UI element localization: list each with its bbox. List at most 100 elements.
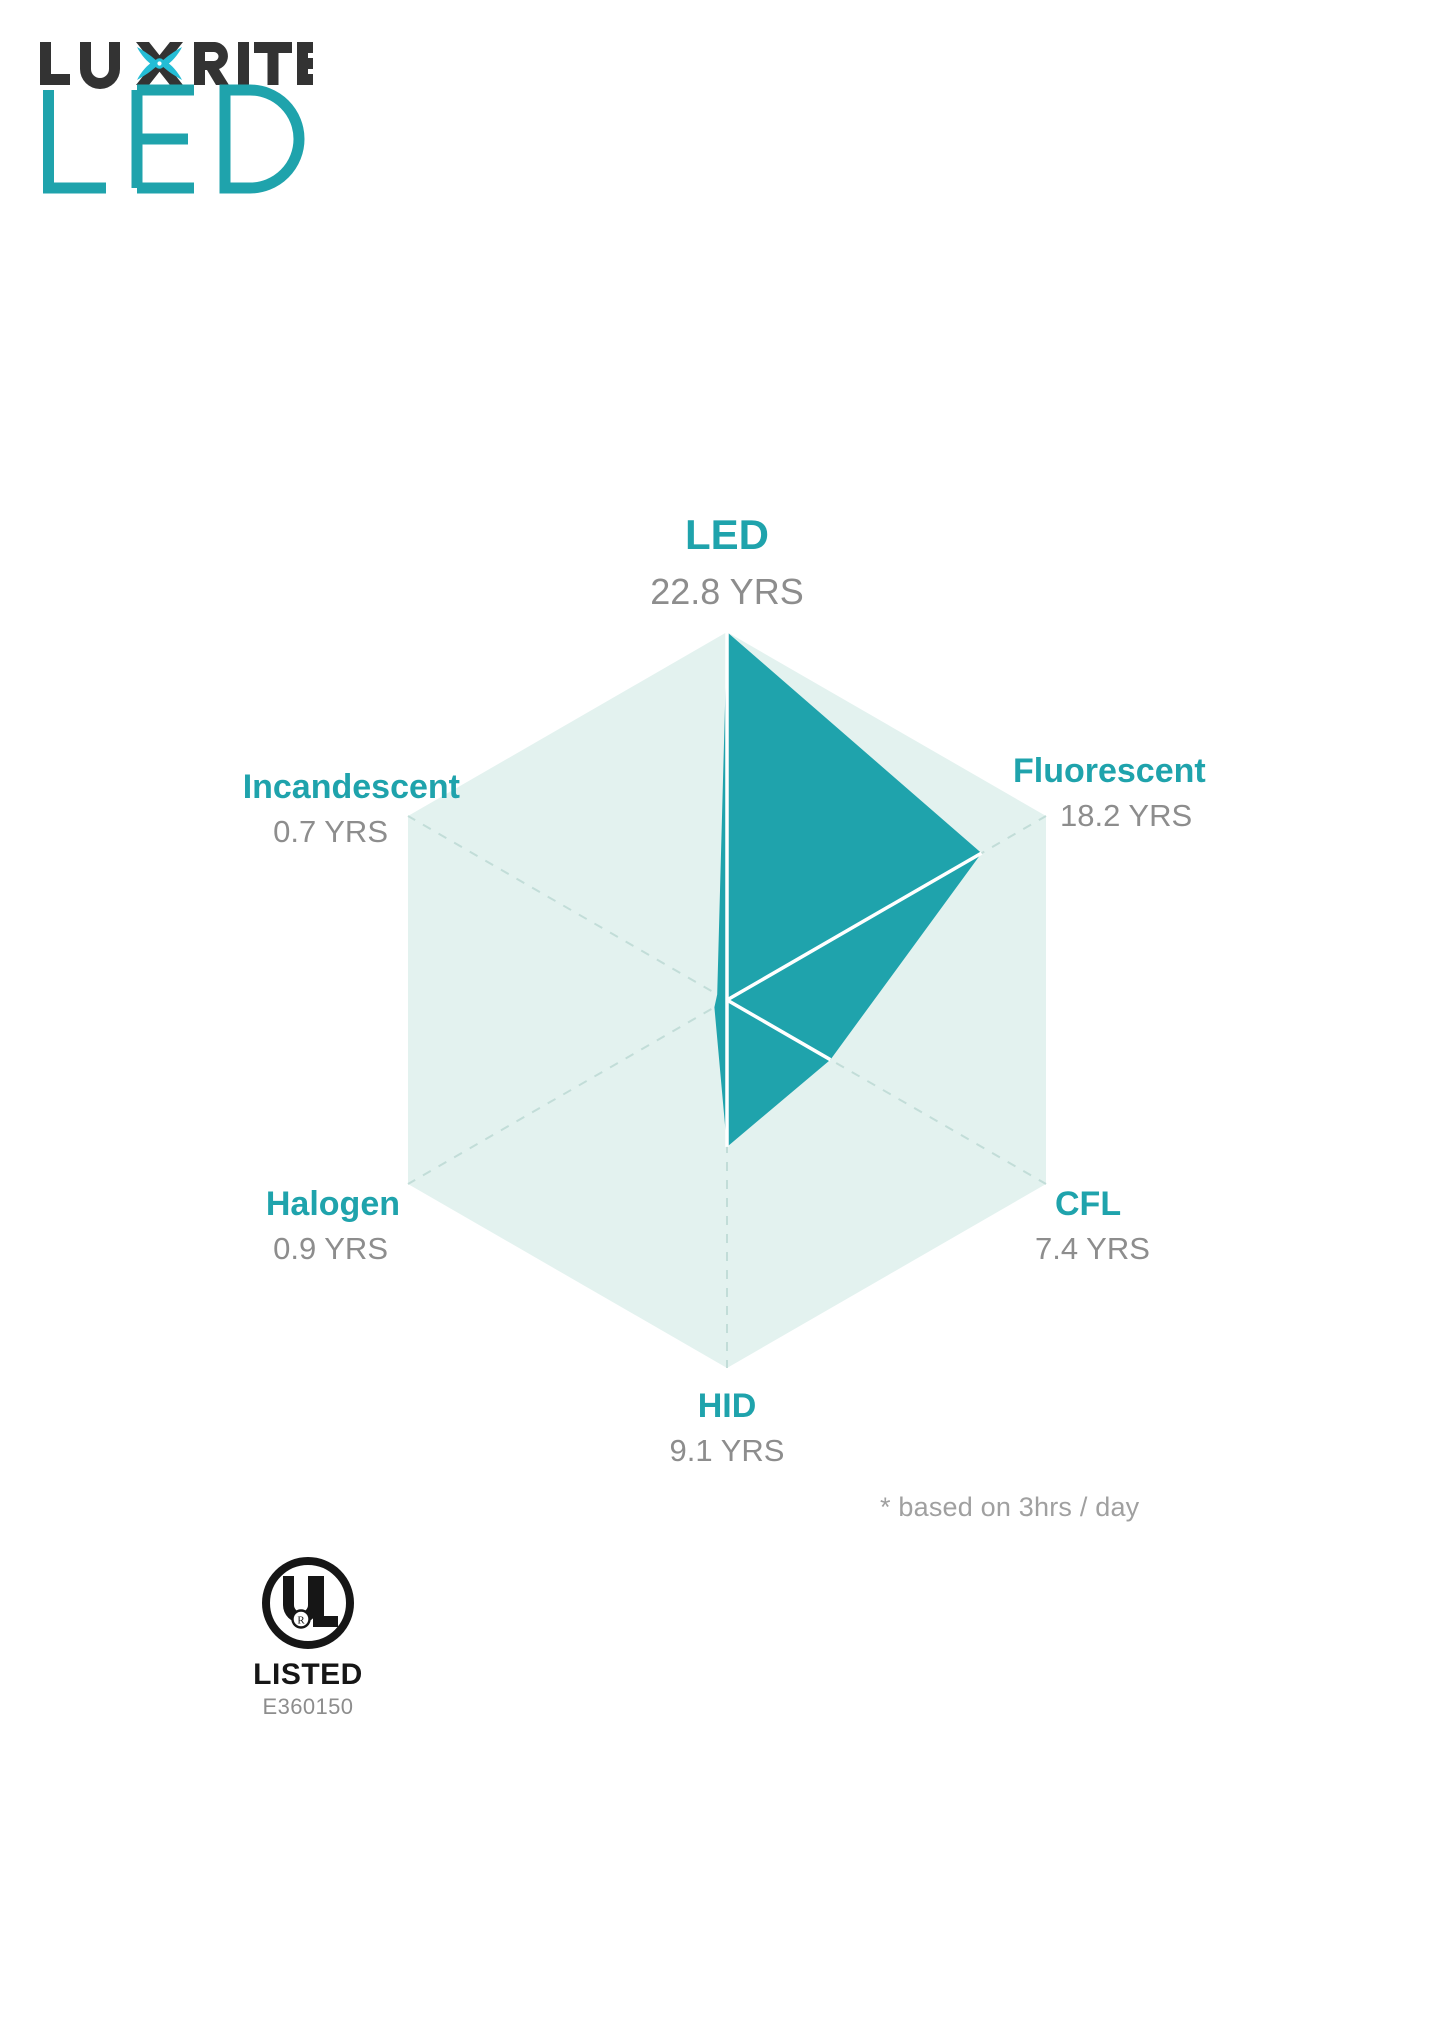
hexagon-tile — [121, 1943, 197, 2031]
hexagon-tile — [1277, 1736, 1353, 1824]
axis-value-cfl: 7.4 YRS — [1035, 1231, 1150, 1266]
hexagon-tile — [878, 2012, 954, 2036]
hexagon-tile — [998, 1667, 1074, 1755]
hexagon-tile — [1356, 1874, 1432, 1962]
hexagon-tile — [201, 1943, 277, 2031]
hexagon-tile — [998, 1943, 1074, 2031]
hexagon-tile — [2, 1874, 78, 1962]
hexagon-tile — [1316, 1667, 1392, 1755]
axis-value-halogen: 0.9 YRS — [273, 1231, 388, 1266]
hexagon-tile — [42, 1943, 118, 2031]
hexagon-tile — [1117, 2012, 1193, 2036]
hexagon-tile — [1277, 2012, 1353, 2036]
hexagon-tile — [679, 1805, 755, 1893]
hexagon-tile — [1316, 1943, 1392, 2031]
hexagon-tile — [81, 1460, 158, 1548]
hexagon-tile — [1237, 1943, 1313, 2031]
hexagon-tile — [161, 2012, 237, 2036]
hexagon-tile — [799, 1874, 875, 1962]
luxrite-wordmark — [40, 42, 313, 89]
hexagon-tile — [121, 1667, 197, 1755]
axis-label-fluorescent: Fluorescent — [1013, 752, 1206, 790]
hexagon-tile — [2, 2012, 78, 2036]
hexagon-tile — [440, 1805, 516, 1893]
hexagon-tile — [2, 1736, 78, 1824]
hexagon-tile — [241, 1874, 317, 1962]
hexagon-tile — [440, 1943, 516, 2031]
hexagon-tile — [639, 2012, 715, 2036]
radar-data-spokes — [725, 632, 983, 1147]
hexagon-tile — [320, 2012, 397, 2036]
hexagon-tile — [0, 1805, 38, 1893]
radar-grid-hexagon — [408, 632, 1046, 1368]
svg-text:R: R — [297, 1615, 305, 1627]
hexagon-tile — [599, 1805, 675, 1893]
hexagon-tile — [838, 1805, 914, 1893]
hexagon-tile — [81, 1736, 158, 1824]
hexagon-tile — [1077, 1667, 1153, 1755]
axis-label-halogen: Halogen — [266, 1185, 400, 1223]
hexagon-tile — [639, 1736, 715, 1824]
hexagon-tile — [1356, 1736, 1432, 1824]
ul-certification-mark: R LISTED E360150 — [243, 1556, 373, 1720]
hexagon-tile — [42, 1805, 118, 1893]
hexagon-tile — [1077, 1805, 1153, 1893]
hexagon-tile — [480, 2012, 556, 2036]
hexagon-tile — [1436, 1755, 1442, 1805]
radar-chart: LED 22.8 YRS Fluorescent 18.2 YRS CFL 7.… — [243, 511, 1206, 1468]
hexagon-tile — [1316, 1805, 1392, 1893]
hexagon-tile — [599, 1667, 675, 1755]
hexagon-tile — [480, 1874, 556, 1962]
hexagon-tile — [679, 1667, 755, 1755]
hexagon-tile — [440, 1667, 516, 1755]
hexagon-tile — [1396, 1943, 1442, 2031]
radar-spokes — [407, 632, 1047, 1368]
hexagon-tile — [719, 1874, 795, 1962]
hexagon-tile — [281, 1943, 357, 2031]
hexagon-tile — [1396, 1805, 1442, 1893]
hexagon-tile — [320, 1736, 397, 1824]
hexagon-tile — [2, 1598, 78, 1686]
axis-label-incandescent: Incandescent — [243, 768, 460, 806]
hexagon-tile — [161, 1874, 237, 1962]
hexagon-tile — [201, 1805, 277, 1893]
axis-value-led: 22.8 YRS — [650, 571, 803, 612]
axis-label-led: LED — [685, 511, 769, 558]
hexagon-tile — [1237, 1805, 1313, 1893]
hexagon-tile — [799, 2012, 875, 2036]
hexagon-pattern-decoration — [0, 1460, 1442, 2036]
ul-logo-icon: R — [262, 1557, 354, 1649]
hexagon-tile — [1038, 1874, 1114, 1962]
hexagon-tile — [360, 1805, 436, 1893]
radar-data-polygon — [714, 632, 982, 1147]
hexagon-tile — [560, 1598, 636, 1686]
hexagon-tile — [1197, 1736, 1273, 1824]
axis-label-hid: HID — [698, 1387, 757, 1425]
hexagon-tile — [121, 1529, 197, 1617]
hexagon-tile — [1157, 1943, 1233, 2031]
hexagon-tile — [241, 1736, 317, 1824]
axis-value-hid: 9.1 YRS — [670, 1433, 785, 1468]
hexagon-tile — [679, 1943, 755, 2031]
hexagon-tile — [1436, 1893, 1442, 1943]
hexagon-tile — [958, 1874, 1034, 1962]
axis-value-incandescent: 0.7 YRS — [273, 814, 388, 849]
hexagon-tile — [81, 1598, 158, 1686]
hexagon-tile — [1077, 1943, 1153, 2031]
hexagon-tile — [799, 1736, 875, 1824]
hexagon-tile — [1038, 1598, 1114, 1686]
hexagon-tile — [878, 1874, 954, 1962]
hexagon-tile — [1197, 1874, 1273, 1962]
hexagon-tile — [121, 1805, 197, 1893]
hexagon-tile — [0, 1943, 38, 2031]
hexagon-tile — [1157, 1667, 1233, 1755]
hexagon-tile — [320, 1874, 397, 1962]
hexagon-tile — [1237, 1667, 1313, 1755]
hexagon-tile — [639, 1874, 715, 1962]
hexagon-tile — [719, 2012, 795, 2036]
hexagon-tile — [1356, 2012, 1432, 2036]
hexagon-tile — [1038, 1736, 1114, 1824]
hexagon-tile — [1277, 1874, 1353, 1962]
hexagon-tile — [2, 1460, 78, 1548]
brand-logo — [38, 38, 358, 194]
